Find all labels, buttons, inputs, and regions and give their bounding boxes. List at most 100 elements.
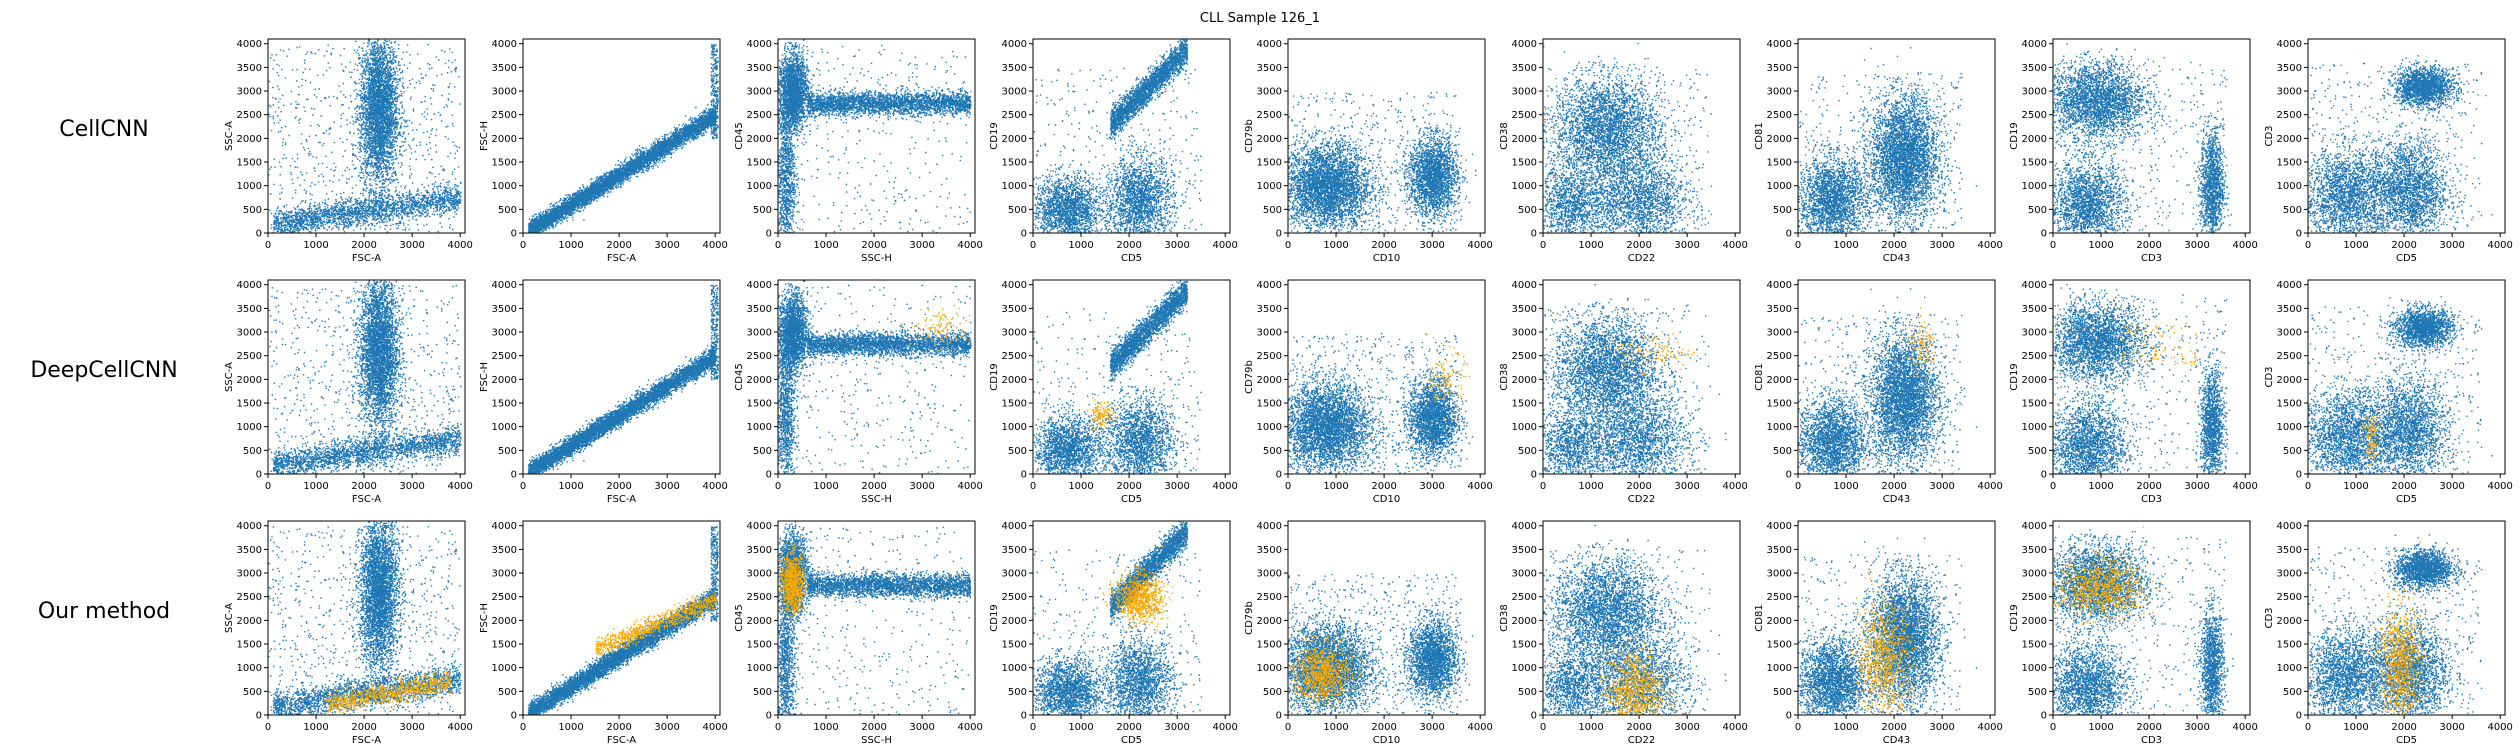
y-tick-label: 3000 (1257, 569, 1282, 580)
y-tick-label: 0 (1276, 711, 1282, 722)
y-tick-label: 3500 (2022, 545, 2047, 556)
y-tick-label: 2000 (1257, 616, 1282, 627)
y-tick-label: 500 (1773, 205, 1792, 216)
x-tick-label: 2000 (1626, 240, 1651, 251)
y-tick-label: 4000 (1257, 521, 1282, 532)
x-tick-label: 3000 (1164, 240, 1189, 251)
y-tick-label: 3000 (2022, 87, 2047, 98)
y-tick-label: 0 (1021, 711, 1027, 722)
y-tick-label: 0 (2296, 470, 2302, 481)
x-tick-label: 2000 (1881, 240, 1906, 251)
axes-frame (267, 520, 466, 716)
y-tick-label: 2000 (2277, 616, 2302, 627)
axes-frame (1287, 520, 1486, 716)
selected-series (1585, 615, 1684, 716)
y-tick-label: 1000 (237, 422, 262, 433)
x-tick-label: 2000 (1371, 722, 1396, 733)
y-tick-label: 500 (2283, 687, 2302, 698)
y-tick-label: 3500 (1767, 545, 1792, 556)
x-tick-label: 3000 (2184, 481, 2209, 492)
x-axis-label: CD10 (1373, 253, 1400, 264)
x-tick-label: 4000 (957, 481, 982, 492)
x-tick-label: 2000 (1116, 722, 1141, 733)
y-tick-label: 1500 (2277, 158, 2302, 169)
cells-series (1288, 332, 1474, 475)
y-tick-label: 3500 (492, 304, 517, 315)
y-axis-label: CD3 (2264, 125, 2275, 146)
y-tick-label: 4000 (1512, 521, 1537, 532)
y-tick-label: 1500 (2022, 640, 2047, 651)
x-axis-label: CD22 (1628, 735, 1655, 746)
y-tick-label: 1000 (2277, 181, 2302, 192)
y-tick-label: 3000 (2022, 569, 2047, 580)
x-tick-label: 0 (265, 722, 271, 733)
y-tick-label: 2500 (237, 592, 262, 603)
y-axis-label: CD38 (1499, 604, 1510, 631)
x-axis-label: CD43 (1883, 253, 1910, 264)
y-axis-label: CD38 (1499, 122, 1510, 149)
x-tick-label: 2000 (1371, 481, 1396, 492)
y-tick-label: 2000 (1257, 134, 1282, 145)
y-tick-label: 2500 (747, 110, 772, 121)
y-axis-label: CD79b (1244, 601, 1255, 635)
x-tick-label: 1000 (813, 240, 838, 251)
x-tick-label: 1000 (2343, 722, 2368, 733)
x-tick-label: 2000 (2391, 722, 2416, 733)
axes-frame (1032, 38, 1231, 234)
y-tick-label: 2000 (1767, 375, 1792, 386)
y-tick-label: 3000 (2277, 328, 2302, 339)
x-axis-label: CD5 (1121, 494, 1142, 505)
x-axis-label: CD5 (1121, 253, 1142, 264)
y-tick-label: 1000 (2277, 663, 2302, 674)
y-tick-label: 4000 (492, 280, 517, 291)
y-tick-label: 2500 (1002, 592, 1027, 603)
y-tick-label: 3500 (2277, 63, 2302, 74)
x-tick-label: 3000 (909, 722, 934, 733)
y-tick-label: 500 (498, 687, 517, 698)
x-tick-label: 4000 (702, 722, 727, 733)
cells-series (1543, 283, 1727, 475)
x-tick-label: 0 (1540, 722, 1546, 733)
y-tick-label: 1000 (1767, 181, 1792, 192)
x-tick-label: 0 (1030, 240, 1036, 251)
x-tick-label: 2000 (1116, 240, 1141, 251)
y-tick-label: 0 (2041, 711, 2047, 722)
x-tick-label: 2000 (1881, 722, 1906, 733)
x-tick-label: 4000 (1977, 722, 2002, 733)
selected-series (1908, 307, 1936, 380)
y-tick-label: 3000 (1002, 87, 1027, 98)
selected-series (1844, 572, 1920, 715)
y-tick-label: 4000 (747, 280, 772, 291)
y-tick-label: 2000 (237, 616, 262, 627)
axes-frame (1032, 520, 1231, 716)
y-tick-label: 3500 (747, 545, 772, 556)
y-tick-label: 3500 (1512, 63, 1537, 74)
x-tick-label: 2000 (1626, 722, 1651, 733)
panel-r1-c6: 0 1000 2000 3000 4000 0 500 1000 1500 2000 2500 300… (1754, 279, 2003, 505)
x-tick-label: 1000 (1833, 481, 1858, 492)
panel-r2-c7: 0 1000 2000 3000 4000 0 500 1000 1500 2000 2500 300… (2009, 520, 2258, 746)
panel-r0-c3: 0 1000 2000 3000 4000 0 500 1000 1500 2000 2500 300… (989, 38, 1238, 264)
y-tick-label: 0 (1021, 470, 1027, 481)
y-tick-label: 1500 (492, 158, 517, 169)
x-tick-label: 1000 (303, 240, 328, 251)
y-tick-label: 1000 (747, 422, 772, 433)
y-tick-label: 0 (2041, 470, 2047, 481)
x-tick-label: 4000 (2232, 722, 2257, 733)
x-tick-label: 1000 (303, 481, 328, 492)
cells-series (778, 280, 972, 475)
y-axis-label: CD19 (989, 604, 1000, 631)
y-axis-label: CD19 (989, 122, 1000, 149)
y-tick-label: 1000 (1767, 663, 1792, 674)
y-tick-label: 500 (1773, 687, 1792, 698)
y-tick-label: 3500 (492, 63, 517, 74)
x-tick-label: 0 (1030, 481, 1036, 492)
y-tick-label: 0 (766, 229, 772, 240)
x-tick-label: 4000 (1212, 240, 1237, 251)
y-tick-label: 500 (1518, 446, 1537, 457)
x-tick-label: 0 (1795, 240, 1801, 251)
selected-series (1288, 630, 1371, 715)
y-axis-label: CD79b (1244, 119, 1255, 153)
x-tick-label: 2000 (861, 722, 886, 733)
